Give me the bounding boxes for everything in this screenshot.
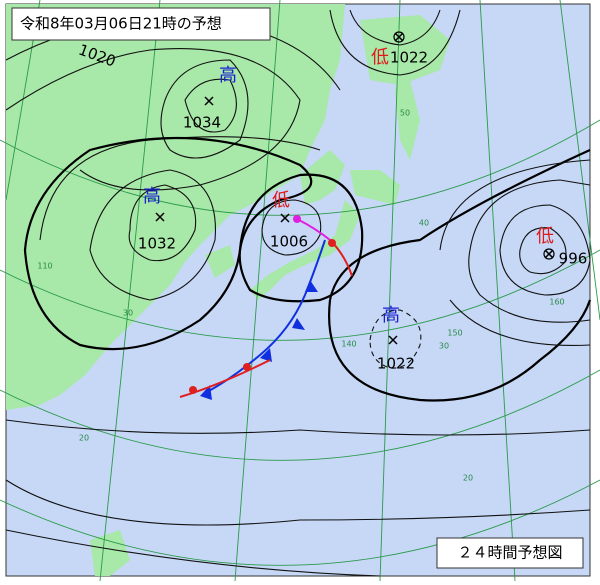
land [300, 150, 345, 205]
system-kind: 低 [272, 190, 290, 211]
center-mark [394, 32, 404, 42]
grid-label: 150 [447, 329, 462, 338]
center-mark [280, 213, 290, 223]
center-ring [393, 31, 405, 43]
pressure-label: 1022 [377, 355, 415, 373]
grid-label: 110 [37, 262, 52, 271]
front-symbol [243, 363, 251, 371]
grid-label: 160 [549, 298, 564, 307]
land [205, 245, 235, 278]
front-symbol [293, 215, 301, 223]
center-mark [155, 212, 165, 222]
grid-label: 20 [79, 434, 89, 443]
front-symbol [189, 386, 197, 394]
land [395, 60, 420, 160]
center-mark [204, 96, 214, 106]
front-symbol [328, 239, 336, 247]
grid-label: 30 [123, 309, 133, 318]
land [250, 200, 360, 300]
grid-label: 50 [400, 109, 410, 118]
front-symbol [200, 280, 318, 400]
pressure-label: 1006 [270, 233, 308, 251]
system-kind: 低 [536, 226, 554, 247]
system-kind: 高 [143, 186, 161, 207]
land [90, 530, 130, 576]
system-kind: 高 [382, 305, 400, 326]
land [360, 15, 450, 85]
footer-box [436, 537, 584, 569]
grid-label: 20 [463, 474, 473, 483]
center-ring [543, 248, 555, 260]
footer: ２４時間予想図 [457, 544, 562, 562]
center-mark [544, 249, 554, 259]
grid-label: 140 [341, 340, 356, 349]
land [350, 170, 400, 205]
pressure-label: 1022 [390, 49, 428, 67]
warm-front [179, 359, 271, 398]
pressure-label: 996 [559, 250, 588, 268]
grid-label: 40 [419, 219, 429, 228]
system-kind: 高 [219, 65, 237, 86]
pressure-label: 1034 [183, 114, 221, 132]
title-box [11, 7, 271, 41]
center-mark [388, 335, 398, 345]
fronts [179, 215, 353, 400]
grid-label: 30 [439, 342, 449, 351]
title: 令和8年03月06日21時の予想 [20, 15, 222, 33]
system-kind: 低 [371, 47, 389, 68]
isobars [5, 9, 592, 577]
pressure-label: 1032 [138, 235, 176, 253]
